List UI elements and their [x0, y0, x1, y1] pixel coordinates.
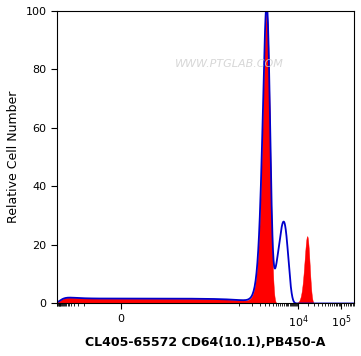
- Text: WWW.PTGLAB.COM: WWW.PTGLAB.COM: [175, 59, 284, 69]
- X-axis label: CL405-65572 CD64(10.1),PB450-A: CL405-65572 CD64(10.1),PB450-A: [85, 336, 326, 349]
- Y-axis label: Relative Cell Number: Relative Cell Number: [7, 91, 20, 224]
